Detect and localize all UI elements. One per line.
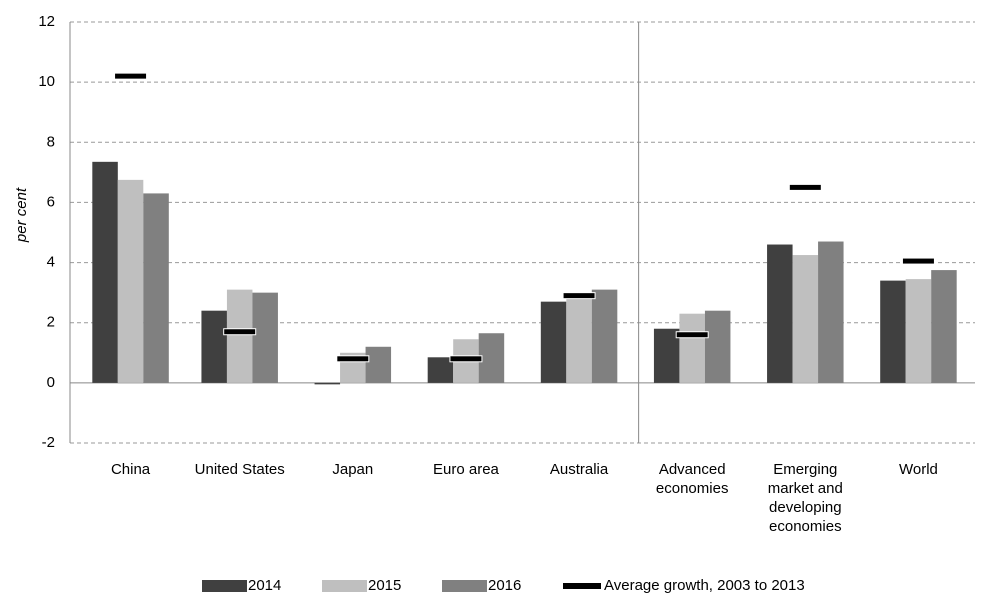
x-tick-label: Japan (332, 461, 374, 478)
bar (767, 244, 793, 383)
legend-label: 2016 (488, 577, 521, 594)
bar (226, 289, 253, 383)
y-tick-label: 0 (47, 374, 55, 391)
x-tick-label: United States (194, 461, 285, 478)
bar (679, 313, 705, 383)
average-marker (675, 331, 709, 339)
legend-label: Average growth, 2003 to 2013 (604, 577, 805, 594)
legend-swatch (563, 583, 601, 589)
x-tick-label: Emerging market and developing economies (767, 461, 843, 535)
legend-swatch (322, 580, 367, 592)
legend-swatch (442, 580, 487, 592)
average-marker (449, 355, 483, 363)
bar (92, 161, 118, 383)
bar (365, 346, 392, 383)
x-tick-label: Euro area (433, 461, 499, 478)
bar (905, 279, 932, 383)
average-marker (223, 328, 257, 336)
y-axis-label: per cent (13, 187, 30, 243)
bar (792, 255, 819, 383)
x-tick-label: Advanced economies (655, 461, 729, 497)
average-marker (114, 72, 148, 80)
bar (653, 328, 680, 383)
bar (704, 310, 731, 383)
average-marker (562, 292, 596, 300)
bar (931, 270, 957, 383)
y-tick-label: 4 (47, 254, 55, 271)
bar (478, 333, 505, 383)
bar (314, 382, 341, 385)
y-tick-label: 12 (38, 13, 55, 30)
y-tick-label: 8 (47, 133, 55, 150)
x-tick-label: China (110, 461, 151, 478)
bar (143, 193, 169, 383)
legend-swatch (202, 580, 247, 592)
x-tick-label: World (898, 461, 938, 478)
y-tick-label: 2 (47, 314, 55, 331)
bar (540, 301, 567, 383)
bar (818, 241, 844, 383)
bar (880, 280, 906, 383)
bar (252, 292, 278, 383)
y-tick-label: 6 (47, 193, 55, 210)
average-marker (901, 257, 935, 265)
bar (117, 179, 144, 383)
bar (427, 357, 454, 383)
y-tick-label: 10 (38, 73, 55, 90)
average-marker (788, 183, 822, 191)
x-tick-label: Australia (549, 461, 609, 478)
legend-label: 2014 (248, 577, 281, 594)
bar (566, 298, 592, 383)
bar (591, 289, 618, 383)
bar (201, 310, 227, 383)
legend-label: 2015 (368, 577, 401, 594)
average-marker (336, 355, 370, 363)
y-tick-label: -2 (42, 434, 55, 451)
